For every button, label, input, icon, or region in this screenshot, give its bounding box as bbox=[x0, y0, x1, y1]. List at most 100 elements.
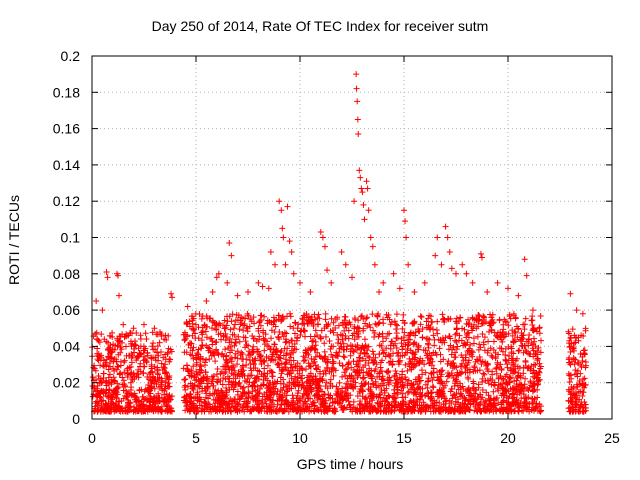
data-point bbox=[92, 367, 99, 374]
data-point bbox=[309, 338, 316, 345]
data-point bbox=[310, 378, 317, 385]
data-point bbox=[206, 356, 213, 363]
data-point bbox=[305, 313, 312, 320]
data-point bbox=[286, 238, 293, 245]
data-point bbox=[187, 401, 194, 408]
data-point bbox=[356, 167, 363, 174]
data-point bbox=[451, 382, 458, 389]
data-point bbox=[491, 401, 498, 408]
data-point bbox=[279, 314, 286, 321]
data-point bbox=[115, 384, 122, 391]
data-point bbox=[380, 382, 387, 389]
data-point bbox=[250, 335, 257, 342]
data-point bbox=[315, 388, 322, 395]
data-point bbox=[445, 346, 452, 353]
data-points bbox=[93, 71, 586, 332]
data-point bbox=[532, 361, 539, 368]
data-point bbox=[276, 395, 283, 402]
data-point bbox=[205, 400, 212, 407]
data-point bbox=[135, 345, 142, 352]
data-point bbox=[197, 355, 204, 362]
data-point bbox=[333, 392, 340, 399]
data-point bbox=[268, 319, 275, 326]
data-point bbox=[164, 383, 171, 390]
data-point bbox=[140, 343, 147, 350]
data-point bbox=[221, 317, 228, 324]
data-point bbox=[422, 381, 429, 388]
data-point bbox=[231, 342, 238, 349]
data-point bbox=[249, 356, 256, 363]
data-point bbox=[273, 345, 280, 352]
data-point bbox=[141, 408, 148, 415]
data-point bbox=[335, 322, 342, 329]
data-point bbox=[314, 349, 321, 356]
data-point bbox=[182, 382, 189, 389]
data-point bbox=[576, 396, 583, 403]
data-point bbox=[414, 396, 421, 403]
data-point bbox=[567, 349, 574, 356]
data-point bbox=[528, 317, 535, 324]
data-point bbox=[143, 359, 150, 366]
data-point bbox=[367, 403, 374, 410]
data-point bbox=[527, 378, 534, 385]
data-point bbox=[167, 404, 174, 411]
data-point bbox=[103, 268, 110, 275]
data-point bbox=[470, 390, 477, 397]
data-point bbox=[280, 234, 287, 241]
data-point bbox=[228, 384, 235, 391]
data-point bbox=[507, 374, 514, 381]
data-point bbox=[330, 360, 337, 367]
data-point bbox=[422, 407, 429, 414]
data-point bbox=[453, 376, 460, 383]
data-point bbox=[112, 386, 119, 393]
data-point bbox=[184, 395, 191, 402]
data-point bbox=[572, 356, 579, 363]
data-point bbox=[247, 408, 254, 415]
data-point bbox=[150, 340, 157, 347]
data-point bbox=[447, 315, 454, 322]
data-point bbox=[288, 249, 295, 256]
data-point bbox=[219, 350, 226, 357]
data-point bbox=[362, 362, 369, 369]
data-point bbox=[299, 320, 306, 327]
data-point bbox=[474, 358, 481, 365]
data-point bbox=[572, 339, 579, 346]
data-point bbox=[350, 398, 357, 405]
data-point bbox=[351, 336, 358, 343]
data-point bbox=[486, 320, 493, 327]
data-point bbox=[103, 402, 110, 409]
data-point bbox=[304, 392, 311, 399]
data-point bbox=[287, 313, 294, 320]
data-point bbox=[308, 345, 315, 352]
data-point bbox=[115, 351, 122, 358]
data-point bbox=[350, 375, 357, 382]
data-point bbox=[98, 397, 105, 404]
data-point bbox=[108, 393, 115, 400]
data-point bbox=[521, 256, 528, 263]
data-point bbox=[228, 347, 235, 354]
data-point bbox=[529, 307, 536, 314]
data-point bbox=[267, 388, 274, 395]
data-point bbox=[398, 340, 405, 347]
data-point bbox=[168, 290, 175, 297]
data-point bbox=[212, 408, 219, 415]
data-point bbox=[302, 366, 309, 373]
data-point bbox=[505, 388, 512, 395]
data-point bbox=[187, 391, 194, 398]
data-point bbox=[576, 404, 583, 411]
data-point bbox=[467, 401, 474, 408]
data-point bbox=[354, 324, 361, 331]
data-point bbox=[362, 379, 369, 386]
data-point bbox=[418, 408, 425, 415]
data-point bbox=[418, 392, 425, 399]
data-point bbox=[267, 394, 274, 401]
data-point bbox=[194, 371, 201, 378]
data-point bbox=[312, 362, 319, 369]
data-point bbox=[118, 346, 125, 353]
data-point bbox=[356, 325, 363, 332]
data-point bbox=[277, 405, 284, 412]
data-point bbox=[223, 334, 230, 341]
data-point bbox=[199, 331, 206, 338]
data-point bbox=[137, 332, 144, 339]
chart-title: Day 250 of 2014, Rate Of TEC Index for r… bbox=[151, 18, 489, 34]
